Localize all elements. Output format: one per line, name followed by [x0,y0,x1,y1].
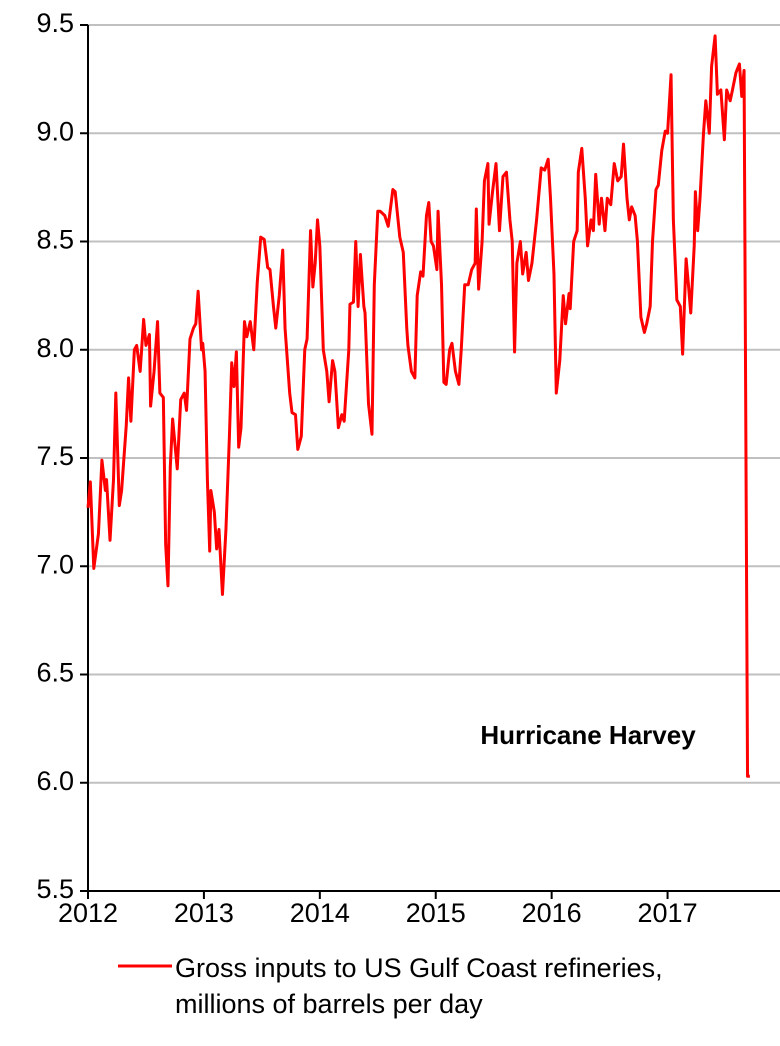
y-tick-label: 5.5 [36,874,74,904]
data-line [86,34,750,778]
y-tick-label: 8.0 [36,333,74,363]
y-tick-label: 8.5 [36,225,74,255]
x-tick-label: 2013 [174,898,234,928]
legend-label: Gross inputs to US Gulf Coast refineries… [175,953,663,1019]
y-tick-label: 7.0 [36,549,74,579]
annotation: Hurricane Harvey [480,720,696,750]
y-tick-label: 6.0 [36,766,74,796]
y-tick-label: 9.0 [36,116,74,146]
y-tick-label: 7.5 [36,441,74,471]
x-tick-label: 2017 [638,898,698,928]
x-tick-label: 2015 [406,898,466,928]
x-tick-label: 2016 [522,898,582,928]
x-tick-label: 2012 [58,898,118,928]
y-tick-label: 9.5 [36,8,74,38]
y-tick-label: 6.5 [36,658,74,688]
x-tick-label: 2014 [290,898,350,928]
